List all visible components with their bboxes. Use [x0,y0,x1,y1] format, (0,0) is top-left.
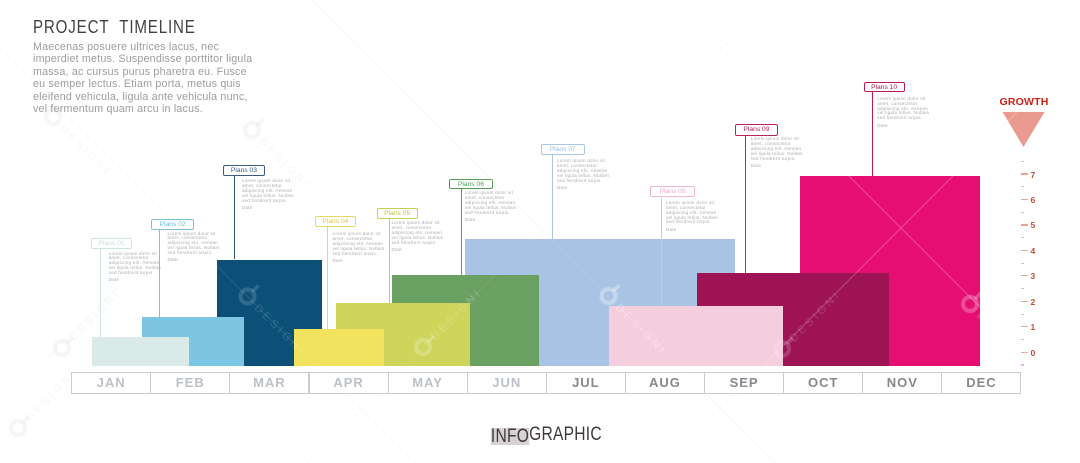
svg-text:DESIGNI: DESIGNI [788,288,844,344]
svg-text:DESIGNI: DESIGNI [429,286,485,342]
svg-text:DESIGNI: DESIGNI [613,302,669,358]
svg-text:DESIGNI: DESIGNI [974,310,1030,366]
svg-text:DESIGNI: DESIGNI [252,302,308,358]
